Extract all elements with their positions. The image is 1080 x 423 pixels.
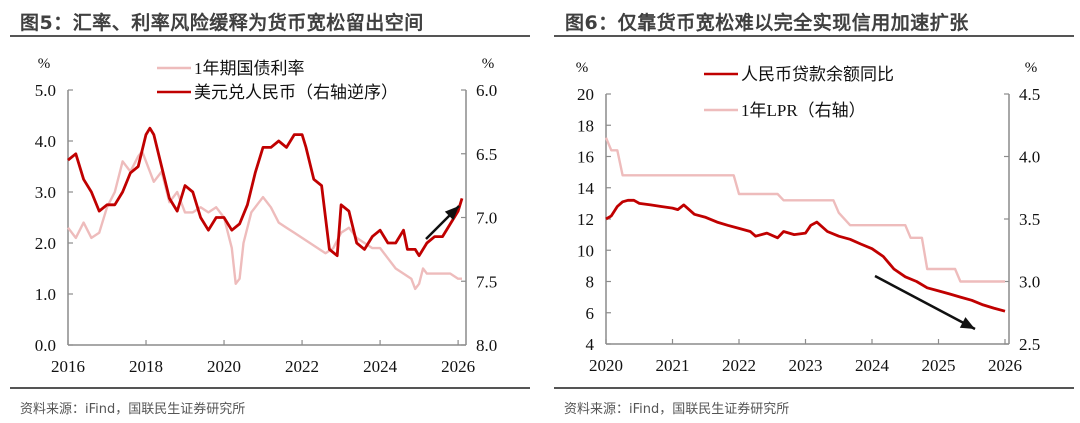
left-tick-label: 0.0 bbox=[35, 336, 56, 355]
left-tick-label: 1.0 bbox=[35, 285, 56, 304]
left-tick-label: 18 bbox=[577, 116, 594, 135]
figure-5-source: 资料来源：iFind，国联民生证券研究所 bbox=[20, 402, 246, 417]
trend-arrow-head bbox=[444, 206, 459, 221]
series-line-2 bbox=[604, 137, 1005, 283]
right-tick-label: 2.5 bbox=[1019, 335, 1040, 354]
trend-arrow-line bbox=[874, 274, 976, 331]
x-tick-label: 2022 bbox=[722, 356, 756, 375]
x-tick-label: 2025 bbox=[922, 356, 956, 375]
legend-label: 人民币贷款余额同比 bbox=[741, 65, 894, 84]
figure-5-title-rule bbox=[10, 35, 530, 37]
legend-label: 1年LPR（右轴） bbox=[741, 101, 866, 120]
right-tick-label: 7.0 bbox=[476, 209, 497, 228]
figure-5-bottom-rule bbox=[10, 387, 530, 389]
x-tick-label: 2021 bbox=[656, 356, 690, 375]
right-tick-label: 3.0 bbox=[1019, 273, 1040, 292]
left-tick-label: 12 bbox=[577, 210, 594, 229]
right-unit-label: % bbox=[482, 56, 495, 72]
figure-6-title-rule bbox=[554, 35, 1074, 37]
left-unit-label: % bbox=[38, 56, 51, 72]
left-tick-label: 4 bbox=[586, 335, 595, 354]
x-tick-label: 2024 bbox=[363, 357, 398, 376]
x-tick-label: 2020 bbox=[207, 357, 241, 376]
right-tick-label: 4.0 bbox=[1019, 148, 1040, 167]
figure-5-chart: % % 0.0 1.0 2.0 3.0 4.0 5.0 6.0 6.5 7.0 7.5 8.0 2016 2… bbox=[35, 56, 498, 376]
x-tick-label: 2020 bbox=[589, 356, 623, 375]
legend-label: 美元兑人民币（右轴逆序） bbox=[194, 83, 398, 102]
x-tick-label: 2026 bbox=[441, 357, 475, 376]
series-line-2 bbox=[67, 126, 464, 258]
trend-arrow-head bbox=[959, 317, 975, 329]
left-tick-label: 5.0 bbox=[35, 81, 56, 100]
right-tick-label: 4.5 bbox=[1019, 85, 1040, 104]
figure-6-panel: 图6：仅靠货币宽松难以完全实现信用加速扩张 %% 4 6 8 10 12 14 16 18 20 2… bbox=[540, 0, 1080, 423]
x-tick-label: 2016 bbox=[51, 357, 85, 376]
figure-6-source: 资料来源：iFind，国联民生证券研究所 bbox=[564, 402, 790, 417]
right-tick-label: 6.5 bbox=[476, 145, 497, 164]
figure-5-panel: 图5：汇率、利率风险缓释为货币宽松留出空间 %% 0.0 1.0 2.0 3.0 4.0 5… bbox=[10, 12, 530, 417]
left-tick-label: 2.0 bbox=[35, 234, 56, 253]
left-tick-label: 20 bbox=[577, 85, 594, 104]
x-tick-label: 2023 bbox=[789, 356, 823, 375]
series-line-1 bbox=[605, 198, 1006, 313]
series-line-1 bbox=[67, 149, 462, 291]
figure-6-title: 图6：仅靠货币宽松难以完全实现信用加速扩张 bbox=[565, 12, 969, 34]
left-unit-label: % bbox=[576, 60, 589, 76]
right-tick-label: 8.0 bbox=[476, 336, 497, 355]
figure-5-title: 图5：汇率、利率风险缓释为货币宽松留出空间 bbox=[20, 12, 424, 34]
left-tick-label: 10 bbox=[577, 241, 594, 260]
x-tick-label: 2024 bbox=[855, 356, 890, 375]
figure-6-chart: % % 4 6 8 10 12 14 16 18 20 2.5 3.0 3.5 4.0 4.5 2020 2021… bbox=[576, 60, 1041, 375]
right-tick-label: 3.5 bbox=[1019, 210, 1040, 229]
left-tick-label: 14 bbox=[577, 179, 595, 198]
left-tick-label: 16 bbox=[577, 148, 594, 167]
figure-6-bottom-rule bbox=[554, 387, 1074, 389]
x-tick-label: 2022 bbox=[285, 357, 319, 376]
left-tick-label: 4.0 bbox=[35, 132, 56, 151]
left-tick-label: 3.0 bbox=[35, 183, 56, 202]
left-tick-label: 6 bbox=[586, 304, 595, 323]
right-unit-label: % bbox=[1025, 60, 1038, 76]
x-tick-label: 2018 bbox=[129, 357, 163, 376]
x-tick-label: 2026 bbox=[988, 356, 1022, 375]
right-tick-label: 6.0 bbox=[476, 81, 497, 100]
right-tick-label: 7.5 bbox=[476, 272, 497, 291]
legend-label: 1年期国债利率 bbox=[194, 59, 305, 78]
left-tick-label: 8 bbox=[586, 273, 595, 292]
